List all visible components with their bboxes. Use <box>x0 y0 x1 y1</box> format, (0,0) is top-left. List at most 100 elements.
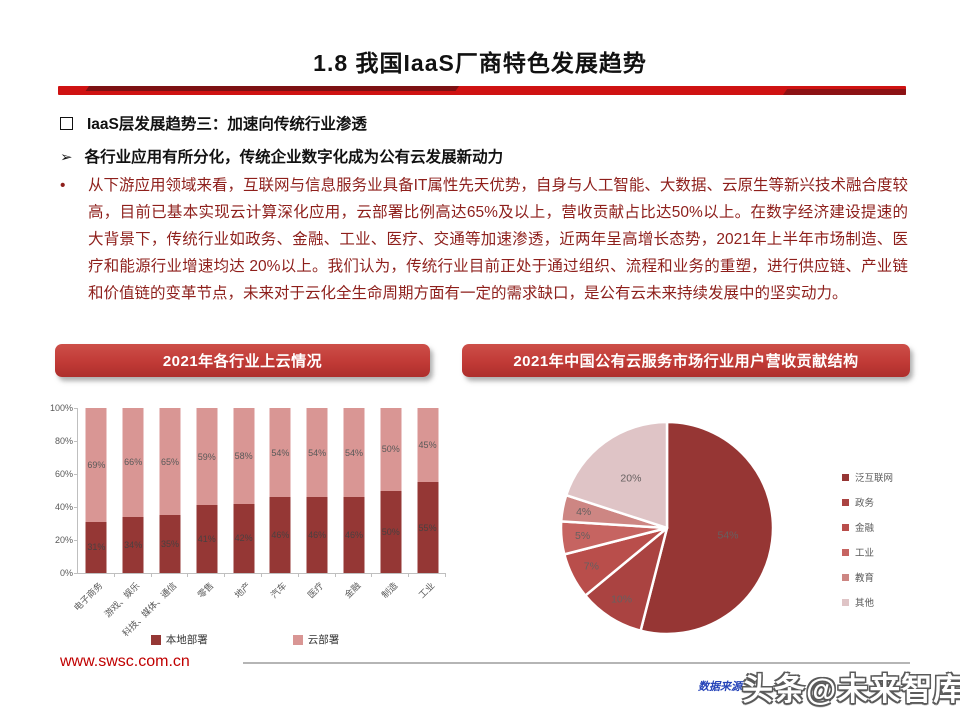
bar-segment-本地部署: 35% <box>159 515 181 573</box>
y-axis-tick <box>74 440 78 442</box>
stacked-bar: 34% 66% <box>122 408 144 573</box>
x-axis-tick <box>150 573 152 577</box>
square-bullet-icon <box>60 117 73 130</box>
legend-label: 政务 <box>855 498 875 509</box>
bar-segment-label: 54% <box>344 447 363 458</box>
x-axis-tick <box>113 573 115 577</box>
arrow-bullet-icon: ➢ <box>60 149 73 166</box>
stacked-bar: 46% 54% <box>343 408 365 573</box>
x-axis-label: 地产 <box>232 580 253 601</box>
bar-column: 46% 54% 医疗 <box>299 408 336 600</box>
data-source-note: 数据来源： <box>698 681 753 693</box>
bar-column: 41% 59% 零售 <box>188 408 226 600</box>
bar-segment-label: 46% <box>344 530 363 541</box>
bar-chart-title-banner: 2021年各行业上云情况 <box>55 344 430 377</box>
bar-segment-label: 46% <box>308 530 327 541</box>
pie-slice-label: 4% <box>576 506 591 518</box>
bar-segment-本地部署: 34% <box>122 516 144 573</box>
x-axis-tick <box>371 573 373 577</box>
bar-column: 42% 58% 地产 <box>225 408 262 600</box>
legend-item-泛互联网: 泛互联网 <box>842 470 893 484</box>
bar-segment-云部署: 45% <box>417 408 439 483</box>
stacked-bar: 55% 45% <box>417 408 439 573</box>
legend-swatch <box>842 548 849 556</box>
bar-column: 46% 54% 金融 <box>336 408 373 600</box>
y-axis-label: 0% <box>59 568 73 578</box>
bar-segment-云部署: 58% <box>233 408 255 504</box>
bar-segment-云部署: 54% <box>343 408 365 498</box>
page-title: 1.8 我国IaaS厂商特色发展趋势 <box>313 50 647 76</box>
pie-slice-label: 10% <box>611 594 632 606</box>
y-axis-tick <box>74 572 78 574</box>
legend-item-本地部署: 本地部署 <box>150 632 208 647</box>
pie-chart-legend: 泛互联网 政务 金融 工业 教育 其他 <box>842 470 893 620</box>
bar-segment-label: 66% <box>124 457 143 468</box>
legend-item-金融: 金融 <box>842 520 893 534</box>
x-axis-tick <box>444 573 446 577</box>
body-paragraph: • 从下游应用领域来看，互联网与信息服务业具备IT属性先天优势，自身与人工智能、… <box>60 172 908 307</box>
bar-column: 34% 66% 游戏、娱乐 <box>103 408 152 619</box>
bar-column: 31% 69% 电子商务 <box>72 408 115 613</box>
x-axis-tick <box>334 573 336 577</box>
bar-chart-plot-area: 0% 20% 40% 60% 80% 100% 31% 69% 电子商务 34% 66% 游戏、娱乐 3… <box>50 403 446 638</box>
bar-column: 35% 65% 科技、媒体、通信 <box>120 408 189 638</box>
x-axis-label: 零售 <box>195 580 216 601</box>
bar-segment-云部署: 50% <box>380 408 402 491</box>
x-axis-label: 工业 <box>416 580 437 601</box>
y-axis-tick <box>74 407 78 409</box>
bar-segment-本地部署: 31% <box>85 521 107 573</box>
legend-swatch <box>150 634 161 645</box>
pie-slice-其他 <box>564 420 669 530</box>
pie-slice-label: 54% <box>717 530 738 542</box>
legend-swatch <box>842 598 849 606</box>
website-link[interactable]: www.swsc.com.cn <box>60 653 190 670</box>
stacked-bar: 42% 58% <box>233 408 255 573</box>
bar-segment-本地部署: 46% <box>306 497 328 573</box>
bar-segment-label: 46% <box>271 530 290 541</box>
bar-columns: 31% 69% 电子商务 34% 66% 游戏、娱乐 35% 65% 科技、媒体、通信 41% 59… <box>72 408 446 638</box>
legend-label: 工业 <box>855 548 875 559</box>
bar-segment-label: 41% <box>197 534 216 545</box>
bar-segment-本地部署: 41% <box>196 505 218 573</box>
bar-segment-label: 45% <box>418 440 437 451</box>
pie-chart-canvas: 54% 10% 7% 5% 4% 20% <box>559 420 775 636</box>
sub-heading-row: ➢ 各行业应用有所分化，传统企业数字化成为公有云发展新动力 <box>60 145 910 167</box>
x-axis-tick <box>187 573 189 577</box>
bar-segment-云部署: 54% <box>306 408 328 498</box>
bar-segment-label: 50% <box>381 444 400 455</box>
bar-segment-本地部署: 42% <box>233 503 255 573</box>
bar-segment-label: 54% <box>271 447 290 458</box>
x-axis-label: 电子商务 <box>72 580 105 613</box>
bar-segment-本地部署: 46% <box>269 497 291 573</box>
pie-chart: 54% 10% 7% 5% 4% 20% 泛互联网 政务 金融 工业 教育 其他 <box>470 398 910 660</box>
legend-item-其他: 其他 <box>842 595 893 609</box>
bar-segment-label: 31% <box>87 542 106 553</box>
legend-swatch <box>842 473 849 481</box>
bar-chart-legend: 本地部署 云部署 <box>35 632 455 647</box>
stacked-bar: 35% 65% <box>159 408 181 573</box>
legend-item-云部署: 云部署 <box>292 632 339 647</box>
title-divider <box>58 86 906 95</box>
stacked-bar: 41% 59% <box>196 408 218 573</box>
bar-column: 50% 50% 制造 <box>372 408 410 600</box>
x-axis-tick <box>260 573 262 577</box>
pie-slice-泛互联网 <box>639 420 775 636</box>
legend-label: 本地部署 <box>165 634 208 646</box>
section-heading-row: IaaS层发展趋势三：加速向传统行业渗透 <box>60 112 910 134</box>
bar-segment-label: 55% <box>418 522 437 533</box>
legend-label: 其他 <box>855 598 875 609</box>
legend-swatch <box>842 498 849 506</box>
legend-label: 泛互联网 <box>855 473 894 484</box>
x-axis-label: 医疗 <box>305 580 326 601</box>
bar-segment-云部署: 65% <box>159 408 181 516</box>
bar-segment-label: 69% <box>87 459 106 470</box>
x-axis-tick <box>224 573 226 577</box>
bar-segment-本地部署: 55% <box>417 482 439 573</box>
bar-segment-label: 54% <box>308 447 327 458</box>
legend-item-工业: 工业 <box>842 545 893 559</box>
body-paragraph-text: 从下游应用领域来看，互联网与信息服务业具备IT属性先天优势，自身与人工智能、大数… <box>88 177 908 302</box>
stacked-bar: 46% 54% <box>306 408 328 573</box>
pie-slice-label: 7% <box>584 561 599 573</box>
pie-chart-title-banner: 2021年中国公有云服务市场行业用户营收贡献结构 <box>462 344 910 377</box>
